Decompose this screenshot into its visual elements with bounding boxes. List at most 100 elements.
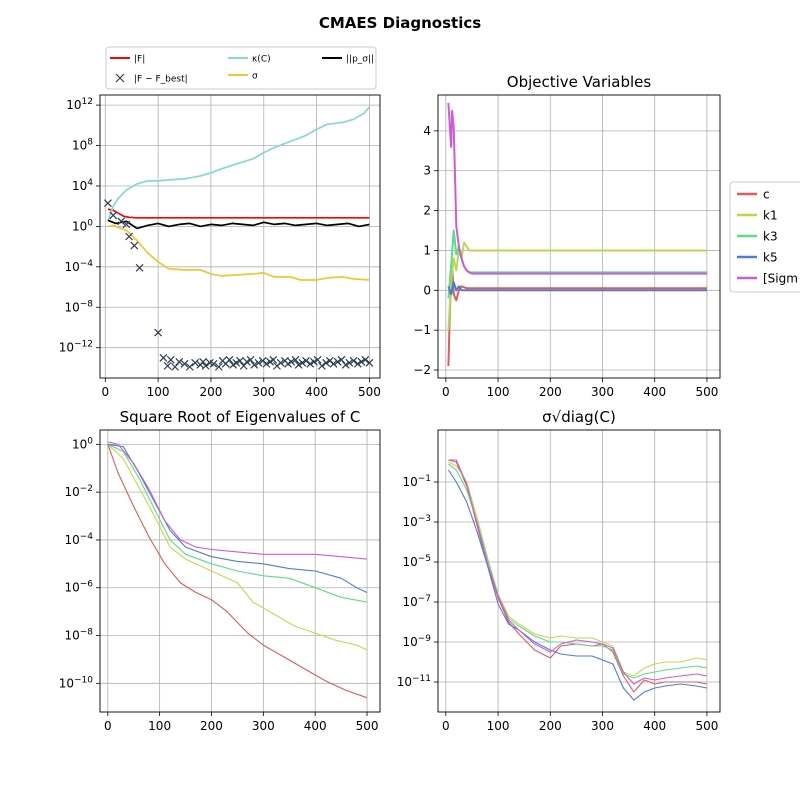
- scatter-point: [125, 232, 133, 241]
- x-tick-label: 0: [101, 385, 109, 399]
- scatter-point: [199, 357, 207, 366]
- scatter-point: [201, 361, 210, 370]
- legend-label: κ(C): [252, 55, 271, 65]
- x-tick-label: 400: [643, 385, 666, 399]
- axes-frame: [437, 94, 721, 379]
- x-tick-label: 200: [200, 719, 223, 733]
- series-line-e2: [107, 443, 368, 651]
- scatter-point: [225, 355, 234, 364]
- scatter-point: [175, 357, 184, 366]
- series-line-||p_σ||: [107, 219, 370, 230]
- scatter-point: [365, 358, 374, 367]
- y-tick-label: 10−6: [64, 580, 93, 595]
- plot-area-sqrt-eigenvalues: [107, 441, 368, 699]
- scatter-point: [214, 362, 223, 371]
- series-line-k5: [447, 281, 707, 296]
- scatter-point: [291, 355, 300, 364]
- series-line-e3: [107, 443, 368, 603]
- scatter-point: [117, 217, 126, 226]
- x-tick-label: 400: [304, 719, 327, 733]
- series-line-[Sigm: [447, 102, 707, 275]
- scatter-point: [191, 358, 200, 367]
- scatter-point: [302, 356, 310, 365]
- scatter-point: [246, 355, 255, 364]
- x-tick-label: 0: [442, 719, 450, 733]
- x-tick-label: 300: [252, 719, 275, 733]
- scatter-point: [109, 211, 118, 220]
- axes-frame: [437, 429, 721, 713]
- scatter-point: [209, 359, 218, 368]
- y-tick-label: 10−8: [64, 628, 93, 643]
- plot-area-objective-variables: [447, 102, 707, 367]
- figure-title: CMAES Diagnostics: [319, 14, 481, 32]
- legend-label: |F|: [134, 55, 145, 65]
- y-tick-label: 0: [423, 283, 431, 297]
- scatter-point: [242, 357, 251, 366]
- axes-sqrt-eigenvalues: 0 100 200 300 400 500 100 10−2 10−4 10−6 10−8 10−10…: [59, 408, 381, 733]
- x-tick-label: 100: [148, 719, 171, 733]
- x-tick-label: 400: [305, 385, 328, 399]
- scatter-point: [276, 358, 285, 367]
- y-tick-label: 4: [423, 124, 431, 138]
- x-tick-label: 200: [539, 385, 562, 399]
- scatter-point: [306, 359, 315, 368]
- x-tick-label: 300: [252, 385, 275, 399]
- x-tick-label: 500: [356, 719, 379, 733]
- y-tick-label: 10−2: [64, 484, 93, 499]
- scatter-point: [294, 360, 303, 369]
- y-tick-label: 10−1: [402, 474, 431, 489]
- x-tick-label: 100: [147, 385, 170, 399]
- scatter-point: [262, 359, 271, 368]
- y-tick-label: 10−10: [59, 675, 94, 690]
- legend-marker: [115, 73, 125, 83]
- y-tick-label: 10−7: [402, 594, 431, 609]
- scatter-point: [317, 361, 326, 370]
- y-tick-label: 2: [423, 204, 431, 218]
- y-tick-label: 10−3: [402, 514, 431, 529]
- y-tick-label: 100: [72, 218, 93, 233]
- scatter-point: [135, 263, 144, 272]
- legend-label: |F − F_best|: [134, 75, 188, 85]
- y-tick-label: 104: [72, 178, 93, 193]
- y-tick-label: 3: [423, 164, 431, 178]
- series-line-d2: [448, 461, 708, 677]
- y-tick-label: −1: [413, 323, 431, 337]
- scatter-point: [313, 355, 322, 364]
- axes-objective-variables: 0 100 200 300 400 500 4 3 2 1 0 −1 −2 Objective Varia…: [413, 73, 800, 399]
- y-tick-label: 100: [72, 436, 93, 451]
- x-tick-label: 100: [487, 719, 510, 733]
- series-line-d5: [448, 459, 708, 685]
- y-tick-label: 10−4: [64, 259, 93, 274]
- plot-area-sigma-sqrt-diag: [447, 459, 708, 701]
- scatter-point: [341, 360, 350, 369]
- x-tick-label: 500: [358, 385, 381, 399]
- scatter-point: [232, 358, 241, 367]
- plot-area-overview: [104, 106, 374, 371]
- scatter-point: [236, 356, 244, 365]
- scatter-point: [154, 328, 163, 337]
- legend-label: [Sigm: [763, 272, 798, 286]
- series-line-e4: [107, 443, 368, 593]
- x-tick-label: 200: [539, 719, 562, 733]
- scatter-point: [239, 361, 248, 370]
- x-tick-label: 500: [695, 385, 718, 399]
- scatter-point: [250, 360, 259, 369]
- series-line-d3: [448, 463, 708, 679]
- scatter-point: [322, 358, 331, 367]
- series-line-σ: [107, 224, 370, 281]
- x-tick-label: 400: [643, 719, 666, 733]
- axes-title: Objective Variables: [507, 73, 652, 91]
- axes-sigma-sqrt-diag: 0 100 200 300 400 500 10−1 10−3 10−5 10−7 10−9 10−1…: [397, 408, 721, 733]
- legend-label: k3: [763, 230, 778, 244]
- scatter-point: [361, 355, 370, 364]
- y-tick-label: 108: [72, 138, 93, 153]
- y-tick-label: 10−9: [402, 634, 431, 649]
- scatter-point: [180, 359, 189, 368]
- legend-label: ||p_σ||: [346, 55, 374, 65]
- y-tick-label: 10−11: [397, 674, 431, 689]
- scatter-point: [104, 199, 112, 208]
- x-tick-label: 0: [104, 719, 112, 733]
